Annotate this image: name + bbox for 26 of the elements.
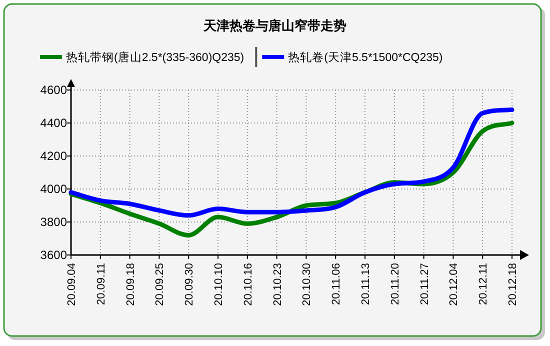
x-tick-label: 20.10.16 — [242, 263, 254, 306]
chart-title: 天津热卷与唐山窄带走势 — [202, 18, 346, 33]
y-tick-label: 4000 — [40, 182, 68, 196]
x-tick-label: 20.12.11 — [478, 263, 490, 306]
x-tick-label: 20.09.04 — [66, 263, 78, 306]
y-tick-label: 3800 — [40, 215, 68, 229]
line-series — [68, 108, 514, 218]
x-tick-label: 20.11.13 — [360, 263, 372, 306]
x-tick-label: 20.09.18 — [124, 263, 137, 306]
y-tick-label: 3600 — [40, 248, 68, 262]
x-tick-label: 20.09.11 — [95, 263, 108, 306]
legend-label: 热轧卷(天津5.5*1500*CQ235) — [288, 51, 443, 64]
x-tick-label: 20.11.20 — [389, 263, 402, 306]
x-tick-label: 20.11.06 — [330, 263, 343, 306]
x-tick-label: 20.10.30 — [301, 263, 314, 306]
y-tick-label: 4200 — [40, 149, 68, 163]
x-tick-label: 20.12.04 — [448, 263, 460, 306]
x-tick-label: 20.12.18 — [507, 263, 519, 306]
x-tick-label: 20.09.25 — [154, 263, 166, 306]
x-tick-label: 20.11.27 — [418, 263, 431, 306]
x-tick-label: 20.10.10 — [213, 263, 225, 306]
x-tick-label: 20.09.30 — [184, 263, 196, 306]
legend-label: 热轧带钢(唐山2.5*(335-360)Q235) — [66, 50, 244, 64]
x-tick-label: 20.10.23 — [272, 263, 284, 306]
y-tick-label: 4600 — [40, 83, 68, 97]
y-tick-label: 4400 — [40, 116, 68, 130]
